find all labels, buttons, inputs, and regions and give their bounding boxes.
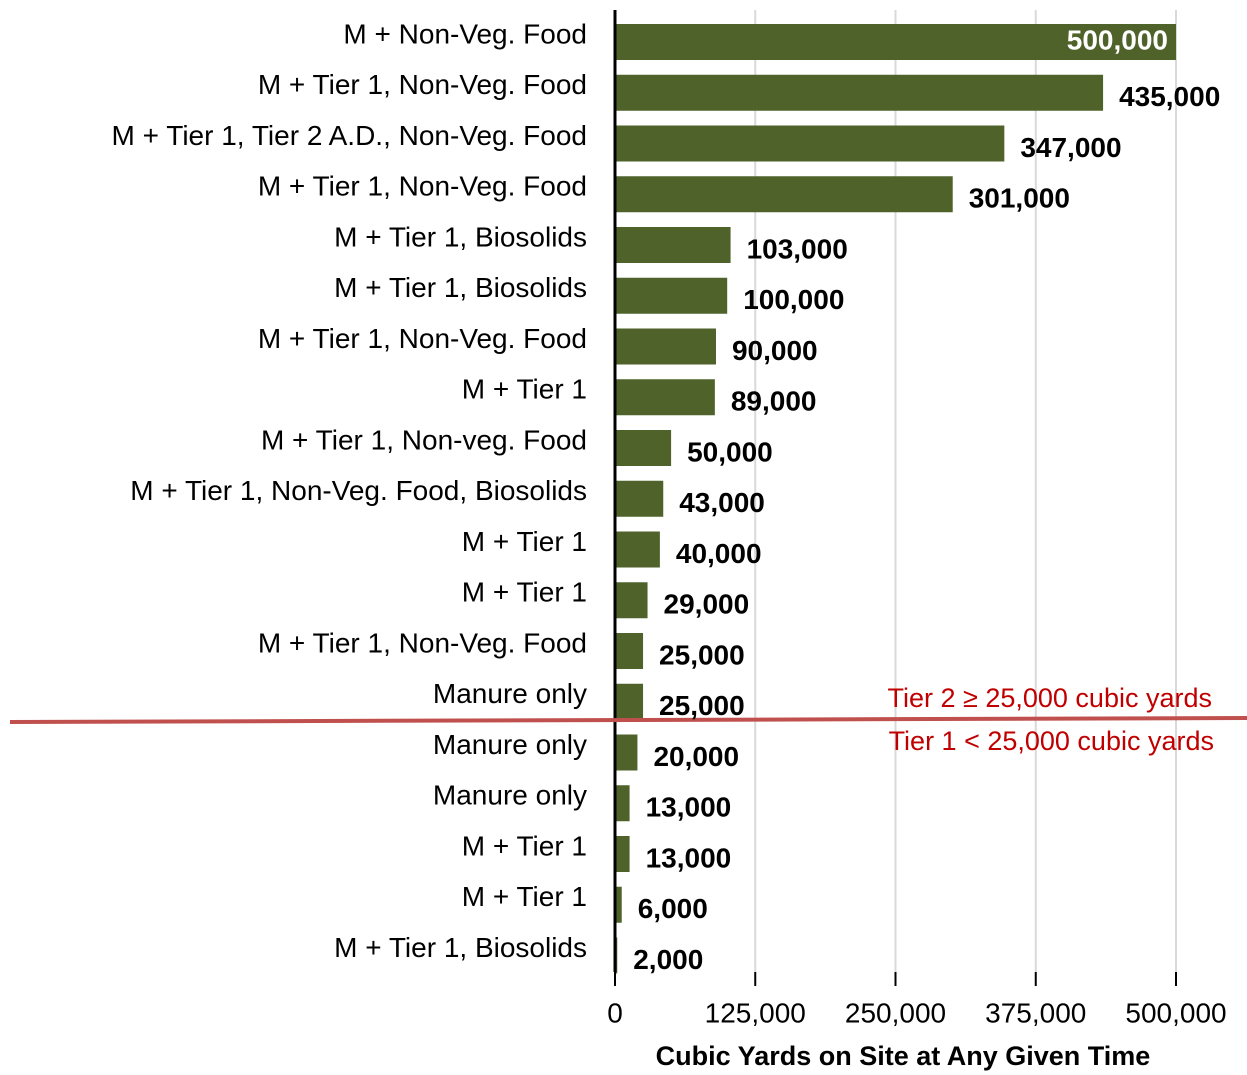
- y-tick-label: Manure only: [433, 729, 587, 760]
- bar: [615, 633, 644, 669]
- y-tick-label: M + Tier 1, Tier 2 A.D., Non-Veg. Food: [112, 120, 587, 151]
- bar: [615, 227, 731, 263]
- bar: [615, 734, 638, 771]
- y-tick-label: M + Tier 1: [462, 830, 587, 861]
- y-tick-label: M + Tier 1: [462, 881, 587, 912]
- value-label: 435,000: [1119, 81, 1220, 112]
- bar: [615, 277, 728, 314]
- y-tick-label: M + Tier 1, Biosolids: [334, 932, 587, 963]
- y-tick-label: M + Tier 1, Non-Veg. Food: [258, 171, 587, 202]
- value-label: 347,000: [1020, 132, 1121, 163]
- bar: [615, 886, 622, 923]
- threshold-line: [9, 716, 1247, 724]
- annotation: Tier 1 < 25,000 cubic yards: [889, 726, 1214, 756]
- bar: [615, 582, 648, 619]
- y-tick-label: M + Tier 1: [462, 577, 587, 608]
- x-tick-label: 125,000: [705, 997, 806, 1028]
- grid: [754, 10, 1177, 972]
- bar: [615, 24, 1176, 60]
- value-label: 90,000: [732, 335, 818, 366]
- value-label: 25,000: [659, 639, 745, 670]
- x-tick-label: 250,000: [845, 997, 946, 1028]
- value-label: 13,000: [646, 842, 732, 873]
- y-tick-label: M + Tier 1, Non-Veg. Food: [258, 69, 587, 100]
- y-tick-label: M + Non-Veg. Food: [343, 18, 587, 49]
- bar: [615, 74, 1104, 111]
- value-label: 2,000: [633, 944, 703, 975]
- bar: [615, 785, 630, 822]
- value-label: 103,000: [747, 233, 848, 264]
- x-axis-label: Cubic Yards on Site at Any Given Time: [656, 1041, 1151, 1071]
- bars: [615, 24, 1176, 974]
- value-label: 40,000: [676, 538, 762, 569]
- y-tick-label: M + Tier 1, Non-veg. Food: [261, 424, 587, 455]
- value-label: 29,000: [664, 589, 750, 620]
- value-label: 100,000: [743, 284, 844, 315]
- bar: [615, 328, 716, 365]
- bar: [615, 480, 664, 517]
- y-tick-label: M + Tier 1: [462, 374, 587, 405]
- value-label: 25,000: [659, 690, 745, 721]
- y-tick-label: Manure only: [433, 780, 587, 811]
- value-label: 20,000: [653, 741, 739, 772]
- bar: [615, 531, 660, 568]
- bar: [615, 125, 1005, 162]
- bar: [615, 379, 715, 416]
- value-label: 89,000: [731, 386, 817, 417]
- x-tick-label: 375,000: [985, 997, 1086, 1028]
- bar: [615, 176, 953, 213]
- value-label: 43,000: [679, 487, 765, 518]
- value-label: 13,000: [646, 792, 732, 823]
- bar: [615, 683, 644, 720]
- y-tick-label: M + Tier 1, Biosolids: [334, 272, 587, 303]
- bar: [615, 430, 672, 466]
- y-tick-label: M + Tier 1: [462, 526, 587, 557]
- x-tick-label: 500,000: [1125, 997, 1226, 1028]
- y-tick-label: M + Tier 1, Biosolids: [334, 221, 587, 252]
- value-label: 50,000: [687, 436, 773, 467]
- annotation: Tier 2 ≥ 25,000 cubic yards: [888, 683, 1212, 713]
- bar: [615, 836, 630, 872]
- y-tick-label: Manure only: [433, 678, 587, 709]
- value-label: 301,000: [969, 183, 1070, 214]
- x-tick-label: 0: [607, 997, 623, 1028]
- y-tick-label: M + Tier 1, Non-Veg. Food: [258, 323, 587, 354]
- value-label: 500,000: [1067, 24, 1168, 55]
- y-tick-label: M + Tier 1, Non-Veg. Food, Biosolids: [130, 475, 587, 506]
- y-tick-label: M + Tier 1, Non-Veg. Food: [258, 627, 587, 658]
- value-label: 6,000: [638, 893, 708, 924]
